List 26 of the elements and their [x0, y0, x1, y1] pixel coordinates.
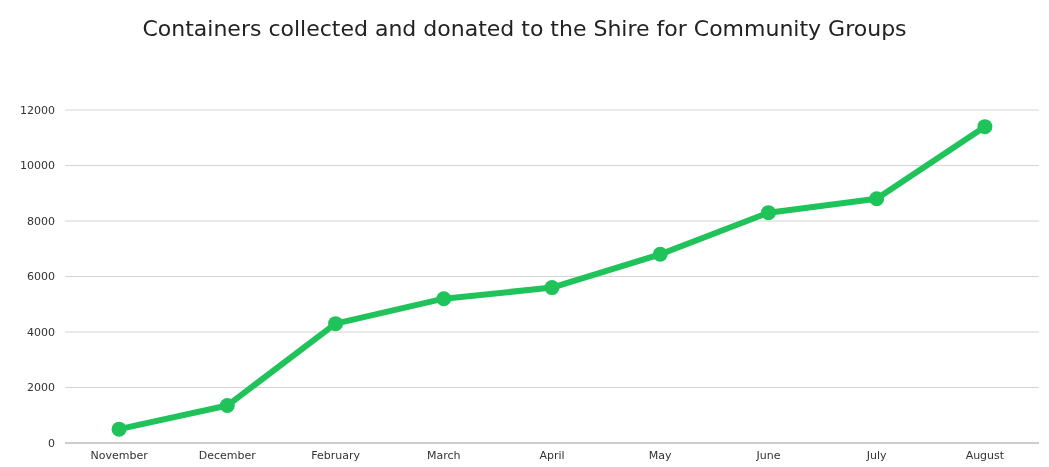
point [544, 280, 560, 296]
point [219, 398, 235, 414]
y-tick-label: 0 [48, 436, 55, 450]
point [760, 205, 776, 221]
y-tick-label: 8000 [27, 214, 55, 228]
x-tick-label: November [90, 449, 149, 462]
x-tick-label: December [198, 449, 257, 462]
x-tick-label: May [648, 449, 673, 462]
x-tick-label: August [965, 449, 1005, 462]
point [869, 191, 885, 207]
point [328, 316, 344, 332]
y-tick-label: 10000 [20, 159, 55, 173]
x-tick-label: July [865, 449, 888, 462]
y-tick-label: 6000 [27, 270, 55, 284]
chart-title: Containers collected and donated to the Shire for Community Groups [142, 16, 907, 41]
x-tick-label: February [311, 449, 361, 462]
y-tick-label: 4000 [27, 325, 55, 339]
point [652, 246, 668, 262]
point [111, 421, 127, 437]
x-tick-label: June [755, 449, 781, 462]
point [977, 119, 993, 135]
y-tick-label: 2000 [27, 381, 55, 395]
y-tick-label: 12000 [20, 103, 55, 117]
point [436, 291, 452, 307]
x-tick-label: April [539, 449, 565, 462]
x-tick-label: March [427, 449, 461, 462]
